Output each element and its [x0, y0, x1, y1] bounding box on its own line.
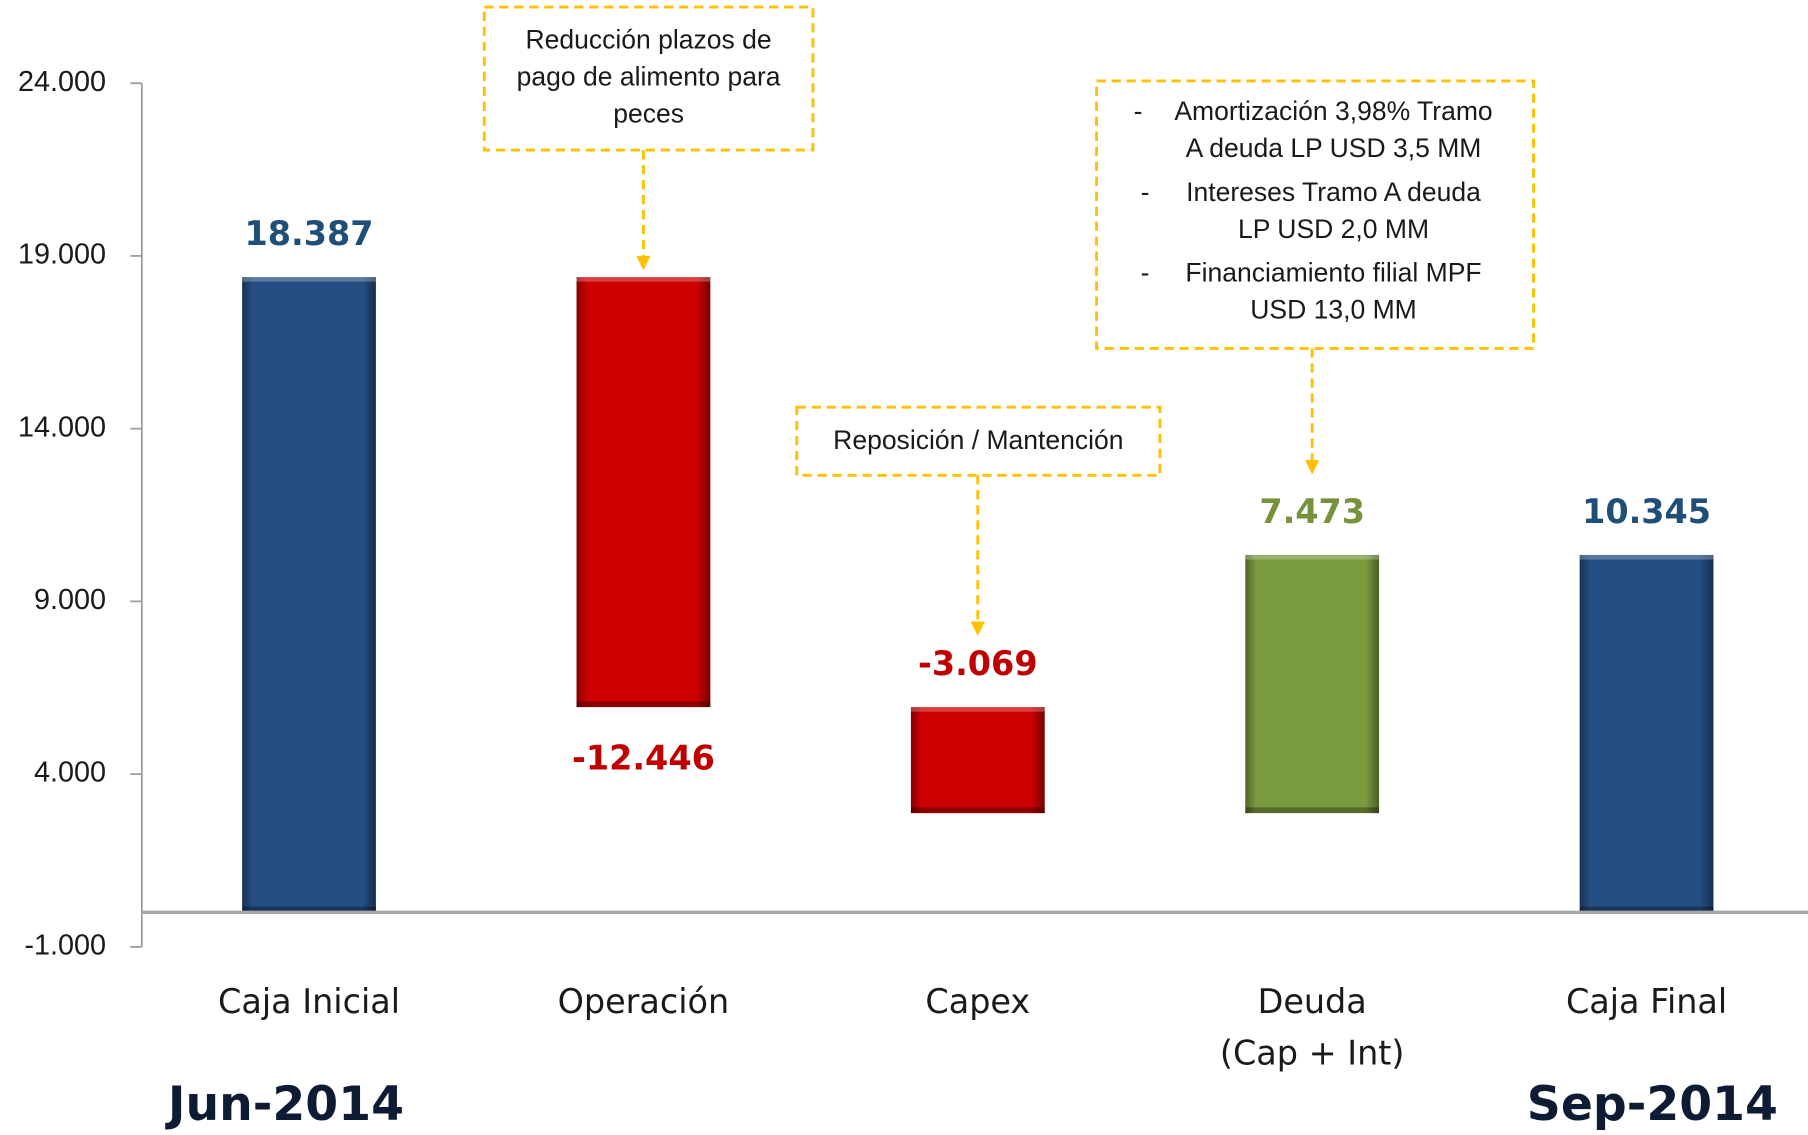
value-label: 18.387	[245, 214, 374, 253]
x-tick-label: Caja Inicial	[218, 982, 400, 1021]
value-label: -12.446	[572, 739, 715, 778]
period-label: Sep-2014	[1527, 1077, 1778, 1132]
y-tick-label: 14.000	[18, 411, 106, 443]
annotation-text: Reducción plazos de	[526, 25, 772, 55]
annotation-box	[1095, 79, 1536, 350]
y-tick-label: 24.000	[18, 66, 106, 98]
x-tick-label: Caja Final	[1566, 982, 1727, 1021]
y-tick-label: 4.000	[34, 757, 106, 789]
y-tick-label: -1.000	[24, 929, 106, 961]
bar-edge	[910, 707, 1045, 712]
y-tick-label: 19.000	[18, 239, 106, 271]
bar-edge	[1579, 554, 1714, 560]
annotation-bullet: -	[1141, 177, 1150, 207]
annotation-bullet: -	[1141, 258, 1150, 288]
bar-edge	[576, 701, 711, 708]
y-tick-label: 9.000	[34, 584, 106, 616]
bar-edge	[242, 906, 376, 913]
annotation-box	[795, 405, 1162, 477]
bar-shade	[1579, 554, 1714, 913]
bar-edge	[242, 277, 376, 282]
bar-shade	[576, 277, 711, 708]
bar-edge	[1245, 554, 1380, 560]
annotation-bullet: -	[1134, 96, 1143, 126]
period-label: Jun-2014	[165, 1077, 404, 1132]
annotation-text: peces	[613, 99, 684, 129]
value-label: 7.473	[1259, 492, 1365, 531]
bar-edge	[1245, 807, 1380, 814]
annotation-box	[482, 5, 815, 152]
annotation-text: Intereses Tramo A deuda	[1186, 177, 1481, 207]
annotation-text: Financiamiento filial MPF	[1185, 258, 1481, 288]
value-label: 10.345	[1582, 492, 1711, 531]
annotation-text: LP USD 2,0 MM	[1238, 214, 1429, 244]
x-tick-label: Capex	[925, 982, 1030, 1021]
annotation-text: USD 13,0 MM	[1250, 295, 1416, 325]
bar-edge	[576, 277, 711, 282]
bar-shade	[242, 277, 376, 913]
x-tick-label: (Cap + Int)	[1220, 1034, 1405, 1073]
x-tick-label: Deuda	[1258, 982, 1367, 1021]
annotation-text: A deuda LP USD 3,5 MM	[1186, 133, 1482, 163]
bar-edge	[910, 807, 1045, 814]
value-label: -3.069	[918, 644, 1038, 683]
annotation-text: pago de alimento para	[517, 62, 781, 92]
bar-shade	[910, 707, 1045, 814]
annotation-text: Amortización 3,98% Tramo	[1174, 96, 1492, 126]
annotation-text: Reposición / Mantención	[833, 425, 1123, 455]
x-tick-label: Operación	[558, 982, 730, 1021]
bar-shade	[1245, 554, 1380, 814]
bar-edge	[1579, 906, 1714, 913]
